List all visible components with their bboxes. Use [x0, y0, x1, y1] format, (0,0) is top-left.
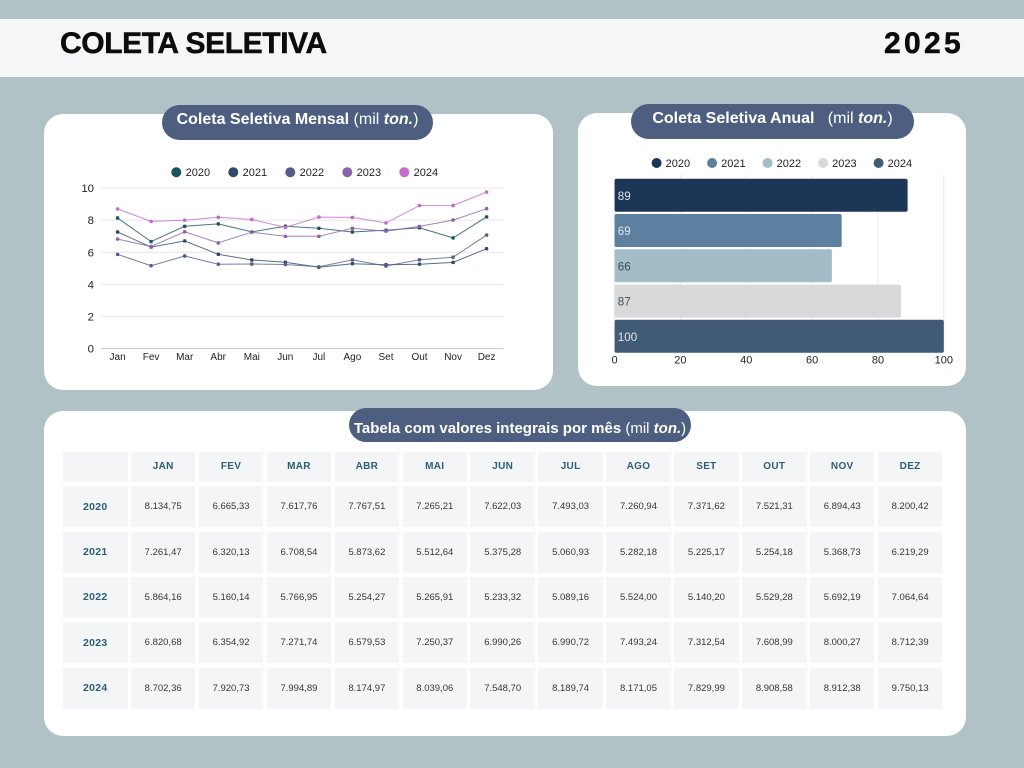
- svg-text:Jan: Jan: [110, 352, 126, 363]
- svg-text:0: 0: [88, 344, 94, 356]
- svg-text:40: 40: [740, 355, 752, 367]
- svg-text:Mar: Mar: [176, 352, 194, 363]
- svg-text:Set: Set: [378, 352, 393, 363]
- svg-text:0: 0: [612, 355, 618, 367]
- svg-text:8: 8: [88, 215, 94, 227]
- svg-text:Jun: Jun: [277, 352, 293, 363]
- svg-text:87: 87: [618, 296, 631, 309]
- svg-text:Nov: Nov: [444, 352, 462, 363]
- svg-text:Dez: Dez: [478, 352, 496, 363]
- svg-text:Fev: Fev: [143, 352, 160, 363]
- svg-text:2: 2: [88, 312, 94, 324]
- svg-text:Ago: Ago: [344, 352, 362, 363]
- svg-text:Out: Out: [411, 352, 427, 363]
- svg-text:4: 4: [88, 279, 94, 291]
- svg-text:2024: 2024: [888, 158, 912, 170]
- svg-text:69: 69: [618, 225, 631, 238]
- svg-text:60: 60: [806, 355, 818, 367]
- svg-text:Abr: Abr: [210, 352, 226, 363]
- svg-text:2023: 2023: [832, 158, 856, 170]
- svg-text:100: 100: [935, 355, 953, 367]
- svg-text:6: 6: [88, 247, 94, 259]
- svg-text:66: 66: [618, 260, 631, 273]
- svg-text:2023: 2023: [357, 167, 381, 179]
- svg-text:100: 100: [618, 331, 637, 344]
- svg-text:2022: 2022: [777, 158, 801, 170]
- svg-text:80: 80: [872, 355, 884, 367]
- svg-text:2021: 2021: [721, 158, 745, 170]
- svg-text:2022: 2022: [300, 167, 324, 179]
- svg-text:10: 10: [81, 183, 94, 195]
- svg-text:Jul: Jul: [313, 352, 326, 363]
- svg-text:2021: 2021: [243, 167, 267, 179]
- svg-text:89: 89: [618, 190, 631, 203]
- svg-text:Mai: Mai: [244, 352, 260, 363]
- svg-text:2024: 2024: [414, 167, 438, 179]
- svg-text:20: 20: [674, 355, 686, 367]
- svg-text:2020: 2020: [666, 158, 690, 170]
- svg-text:2020: 2020: [186, 167, 210, 179]
